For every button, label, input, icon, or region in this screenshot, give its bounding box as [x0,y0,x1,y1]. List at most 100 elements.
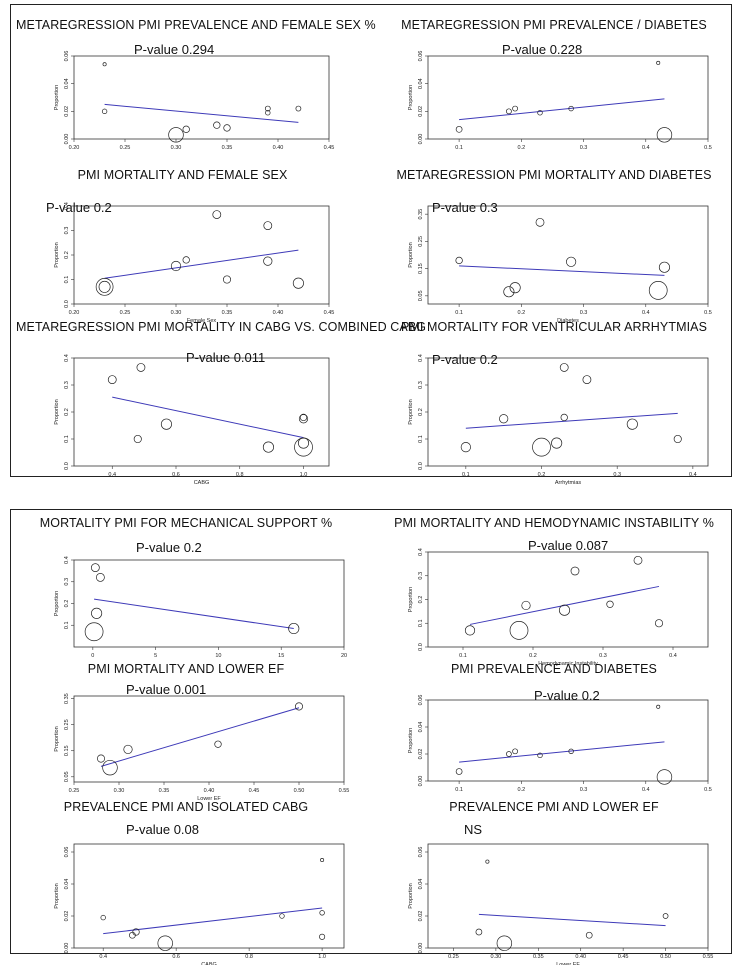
x-tick-label: 0.1 [462,472,470,478]
study-bubble [568,105,574,112]
y-tick-label: 0.05 [418,290,424,301]
x-tick-label: 0.55 [703,954,714,960]
study-bubble [319,910,325,916]
x-tick-label: 15 [278,653,284,659]
plot-frame [73,55,330,140]
x-axis-label: CABG [194,480,210,486]
study-bubble [455,256,463,265]
study-bubble [292,277,304,289]
chart-title: METAREGRESSION PMI MORTALITY AND DIABETE… [396,168,712,182]
y-tick-label: 0.04 [418,78,424,89]
study-bubble [551,437,563,449]
x-axis-label: Arrhytmias [555,480,582,486]
y-tick-label: 0.15 [418,263,424,274]
study-bubble [294,437,313,457]
chart-title: PMI MORTALITY AND LOWER EF [87,662,285,676]
study-bubble [582,375,592,384]
x-tick-label: 0.45 [324,310,335,316]
plot-frame [427,55,709,140]
x-tick-label: 0.25 [120,145,131,151]
x-tick-label: 0.20 [69,310,80,316]
x-tick-label: 0.45 [324,145,335,151]
y-tick-label: 0.15 [64,745,70,756]
plot-frame [427,205,709,305]
study-bubble [648,281,668,300]
chart-panel-11: PREVALENCE PMI AND ISOLATED CABG 0.4 0.6 0.… [16,800,356,965]
study-bubble [499,414,509,424]
study-bubble [560,413,568,422]
study-bubble [633,555,643,565]
x-tick-label: 0.2 [529,653,537,659]
y-tick-label: 0.0 [418,462,424,470]
x-tick-label: 0.50 [660,954,671,960]
chart-title: METAREGRESSION PMI PREVALENCE / DIABETES [401,18,707,32]
study-bubble [213,121,221,129]
study-bubble [90,563,100,572]
study-bubble [295,105,302,112]
regression-line [469,585,660,625]
regression-line [465,412,678,429]
chart-panel-12: PREVALENCE PMI AND LOWER EF 0.25 0.30 0.35 0… [384,800,724,965]
y-tick-label: 0.3 [64,227,70,235]
y-axis-label: Proportion [54,591,60,616]
study-bubble [102,759,118,776]
x-tick-label: 0.45 [618,954,629,960]
x-tick-label: 0.3 [599,653,607,659]
x-tick-label: 0.1 [455,310,463,316]
study-bubble [509,282,521,294]
plot-frame [427,699,709,782]
study-bubble [84,622,104,642]
y-tick-label: 0.06 [418,695,424,706]
study-bubble [214,740,222,748]
x-tick-label: 0.40 [273,310,284,316]
p-value-annotation: P-value 0.087 [528,538,608,553]
study-bubble [512,748,518,755]
study-bubble [132,928,140,936]
x-tick-label: 0.30 [171,310,182,316]
y-tick-label: 0.3 [418,572,424,580]
study-bubble [100,914,106,921]
scatter-plot: 0.1 0.2 0.3 0.4 0.5 0.00 0.02 0.04 0.06 Proportio… [408,42,712,151]
x-tick-label: 0.50 [294,788,305,794]
y-tick-label: 0.02 [418,749,424,760]
study-bubble [264,105,271,112]
chart-panel-4: METAREGRESSION PMI MORTALITY AND DIABETE… [384,168,724,324]
y-axis-label: Proportion [408,587,414,612]
x-tick-label: 0.5 [704,787,712,793]
y-tick-label: 0.02 [418,106,424,117]
study-bubble [91,607,103,619]
y-tick-label: 0.00 [64,943,70,954]
x-tick-label: 0.2 [538,472,546,478]
study-bubble [521,600,531,611]
x-axis-label: Hemodynamic Instability [538,661,598,667]
scatter-plot: 0.4 0.6 0.8 1.0 0.00 0.02 0.04 0.06 Proportion CA… [54,822,345,965]
y-tick-label: 0.1 [64,435,70,443]
study-bubble [123,744,133,755]
y-axis-label: Proportion [54,883,60,908]
x-axis-label: CABG [201,962,217,965]
chart-title: PMI MORTALITY AND FEMALE SEX [77,168,288,182]
study-bubble [658,261,670,273]
x-tick-label: 0.4 [689,472,697,478]
y-tick-label: 0.4 [418,548,424,556]
upper-figure-panel [10,4,732,477]
study-bubble [475,928,483,936]
x-tick-label: 0.6 [172,954,180,960]
lower-figure-panel [10,509,732,954]
regression-line [104,249,299,279]
x-tick-label: 0.20 [69,145,80,151]
x-tick-label: 0.35 [222,145,233,151]
study-bubble [512,105,518,112]
y-tick-label: 0.0 [418,643,424,651]
scatter-plot: 0.1 0.2 0.3 0.4 0.0 0.1 0.2 0.3 0.4 Proportion Hem… [408,538,709,667]
y-tick-label: 0.04 [64,879,70,890]
x-tick-label: 0.55 [339,788,350,794]
y-tick-label: 0.4 [418,354,424,362]
y-tick-label: 0.05 [64,771,70,782]
y-tick-label: 0.0 [64,300,70,308]
x-tick-label: 0.5 [704,310,712,316]
y-tick-label: 0.35 [64,693,70,704]
chart-title: PREVALENCE PMI AND LOWER EF [449,800,659,814]
y-tick-label: 0.2 [64,408,70,416]
study-bubble [95,573,105,582]
